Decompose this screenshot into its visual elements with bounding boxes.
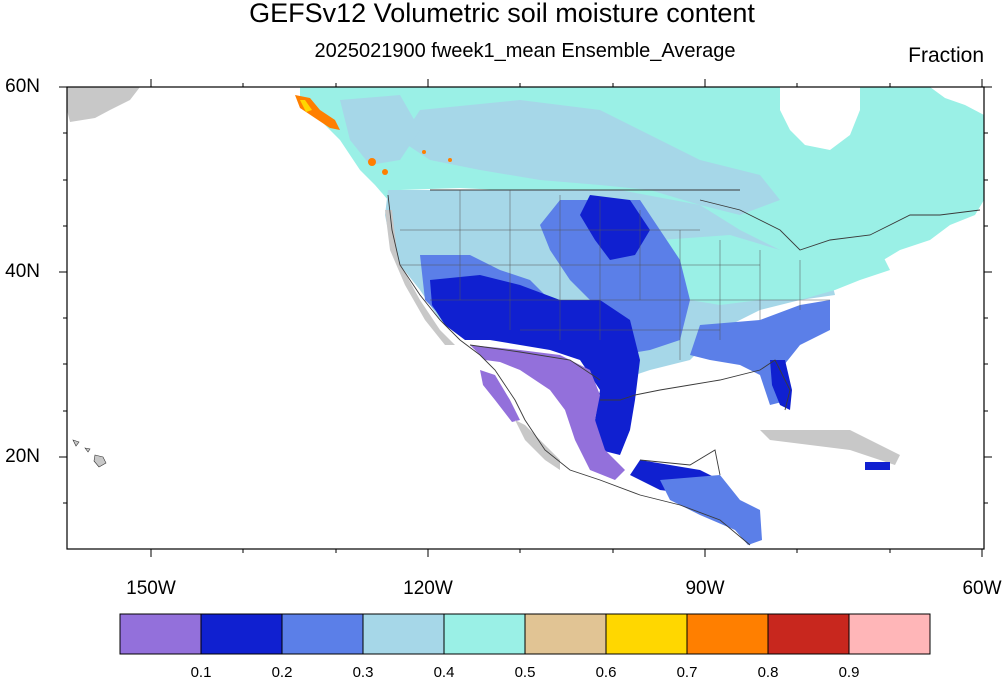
colorbar-label: 0.1 [190,664,212,681]
moisture-fields [67,87,984,545]
map-title: GEFSv12 Volumetric soil moisture content [249,0,755,28]
alaska-yellow-patch [300,100,312,112]
us-east-region [660,235,890,305]
plains-blue [540,200,690,355]
florida-dark-blue [770,360,792,410]
missing-coast-west [385,210,455,345]
alaska-missing [67,87,140,122]
x-tick-label-60w: 60W [962,578,1002,599]
hawaii-islands [72,439,107,468]
map-subtitle: 2025021900 fweek1_mean Ensemble_Average [314,40,736,62]
colorbar-label: 0.5 [514,664,536,681]
y-tick-label-60n: 60N [5,76,40,97]
central-america-blue [660,475,762,545]
baja-purple [480,370,520,422]
units-label: Fraction [908,44,984,67]
quebec-water [930,87,984,115]
coastlines [387,189,981,546]
colorbar-label: 0.3 [352,664,374,681]
y-tick-label-40n: 40N [5,261,40,282]
southeast-blue [690,300,830,405]
colorbar-label: 0.4 [433,664,455,681]
missing-cuba-blue [865,462,890,470]
state-borders [400,190,830,360]
colorbar-label: 0.2 [271,664,293,681]
colorbar-label: 0.9 [838,664,860,681]
mexico-purple [470,345,625,480]
southwest-dark-blue [430,275,640,455]
plains-dark-blue [580,195,650,260]
colorbar-label: 0.6 [595,664,617,681]
colorbar-label: 0.8 [757,664,779,681]
hudson-bay [780,87,860,150]
missing-mexico-coast [515,420,560,470]
colorbar-label: 0.7 [676,664,698,681]
y-tick-label-20n: 20N [5,446,40,467]
missing-caribbean [760,430,900,465]
canada-patch-west [340,95,420,165]
x-tick-label-120w: 120W [403,578,453,599]
canada-patch [400,100,780,215]
x-tick-label-150w: 150W [126,578,176,599]
axis-ticks [59,79,992,557]
x-tick-label-90w: 90W [685,578,725,599]
